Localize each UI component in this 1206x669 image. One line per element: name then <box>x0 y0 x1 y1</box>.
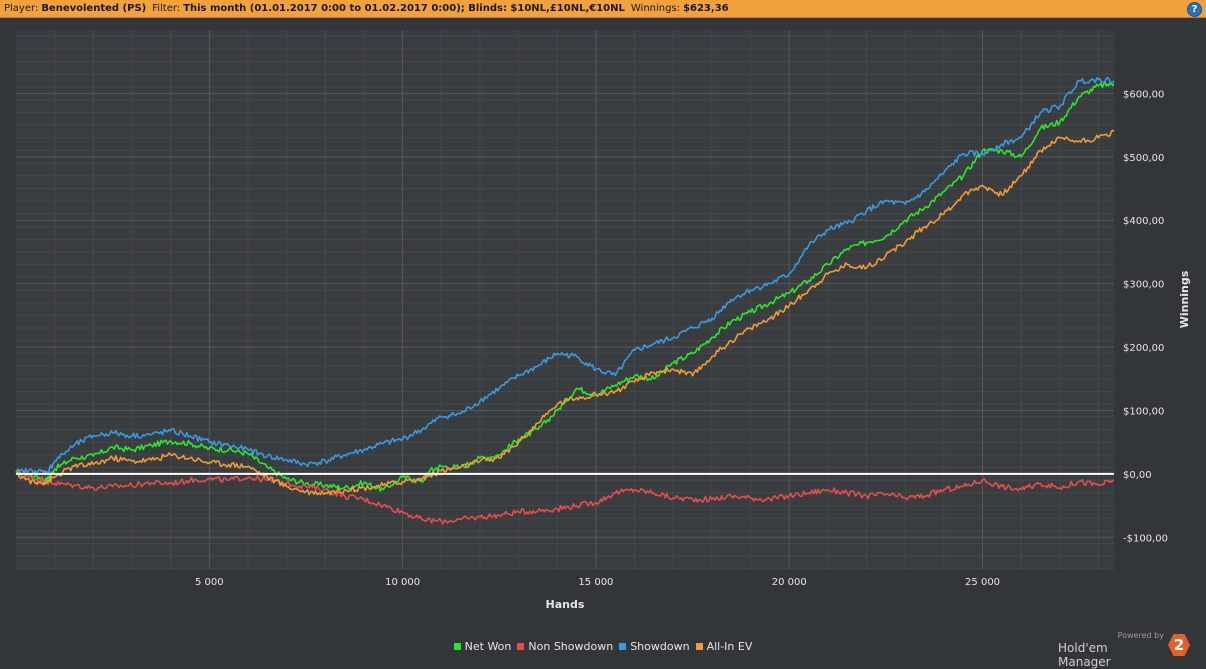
x-tick-label: 10 000 <box>385 577 420 588</box>
filter-label: Filter: <box>152 3 181 14</box>
legend-item[interactable]: Showdown <box>619 640 690 653</box>
brand-block: Powered by Hold'em Manager 2 <box>1058 631 1198 669</box>
legend-item[interactable]: Net Won <box>453 640 512 653</box>
player-label: Player: <box>4 3 39 14</box>
legend-label: Showdown <box>630 640 690 653</box>
legend-item[interactable]: Non Showdown <box>517 640 613 653</box>
header-text: Player: Benevolented (PS) Filter: This mont… <box>4 0 735 17</box>
winnings-value: $623,36 <box>683 3 729 14</box>
filter-value: This month (01.01.2017 0:00 to 01.02.201… <box>183 3 625 14</box>
powered-by-text: Powered by <box>1117 631 1164 640</box>
y-tick-label: $600,00 <box>1123 89 1164 100</box>
y-tick-label: $400,00 <box>1123 216 1164 227</box>
series-line-showdown <box>15 76 1115 476</box>
y-tick-label: -$100,00 <box>1123 533 1168 544</box>
y-tick-label: $200,00 <box>1123 343 1164 354</box>
hem2-logo-icon: 2 <box>1168 634 1190 656</box>
y-axis-title: Winnings <box>1178 270 1191 328</box>
x-axis-title: Hands <box>546 598 585 611</box>
legend-label: All-In EV <box>706 640 753 653</box>
winnings-chart: 5 000 10 000 15 000 20 000 25 000 -$100,00 $0,… <box>15 30 1191 611</box>
player-value: Benevolented (PS) <box>41 3 147 14</box>
x-tick-label: 25 000 <box>965 577 1000 588</box>
plot-area <box>16 30 1114 569</box>
x-tick-label: 15 000 <box>578 577 613 588</box>
legend-swatch <box>695 642 703 650</box>
legend-label: Net Won <box>464 640 512 653</box>
y-tick-label: $0,00 <box>1123 470 1152 481</box>
y-tick-label: $300,00 <box>1123 280 1164 291</box>
winnings-label: Winnings: <box>630 3 681 14</box>
legend-item[interactable]: All-In EV <box>695 640 753 653</box>
help-icon[interactable]: ? <box>1187 2 1202 17</box>
x-tick-label: 5 000 <box>195 577 224 588</box>
series-line-net-won <box>15 81 1115 492</box>
y-tick-label: $100,00 <box>1123 406 1164 417</box>
y-tick-label: $500,00 <box>1123 153 1164 164</box>
chart-legend: Net Won Non Showdown Showdown All-In EV <box>0 640 1206 656</box>
header-bar: Player: Benevolented (PS) Filter: This mont… <box>0 0 1206 18</box>
series-line-non-showdown <box>15 471 1115 525</box>
legend-label: Non Showdown <box>528 640 614 653</box>
legend-swatch <box>453 642 461 650</box>
brand-name: Hold'em Manager <box>1058 641 1111 669</box>
series-line-all-in-ev <box>15 129 1115 496</box>
x-tick-label: 20 000 <box>772 577 807 588</box>
legend-swatch <box>619 642 627 650</box>
legend-swatch <box>517 642 525 650</box>
